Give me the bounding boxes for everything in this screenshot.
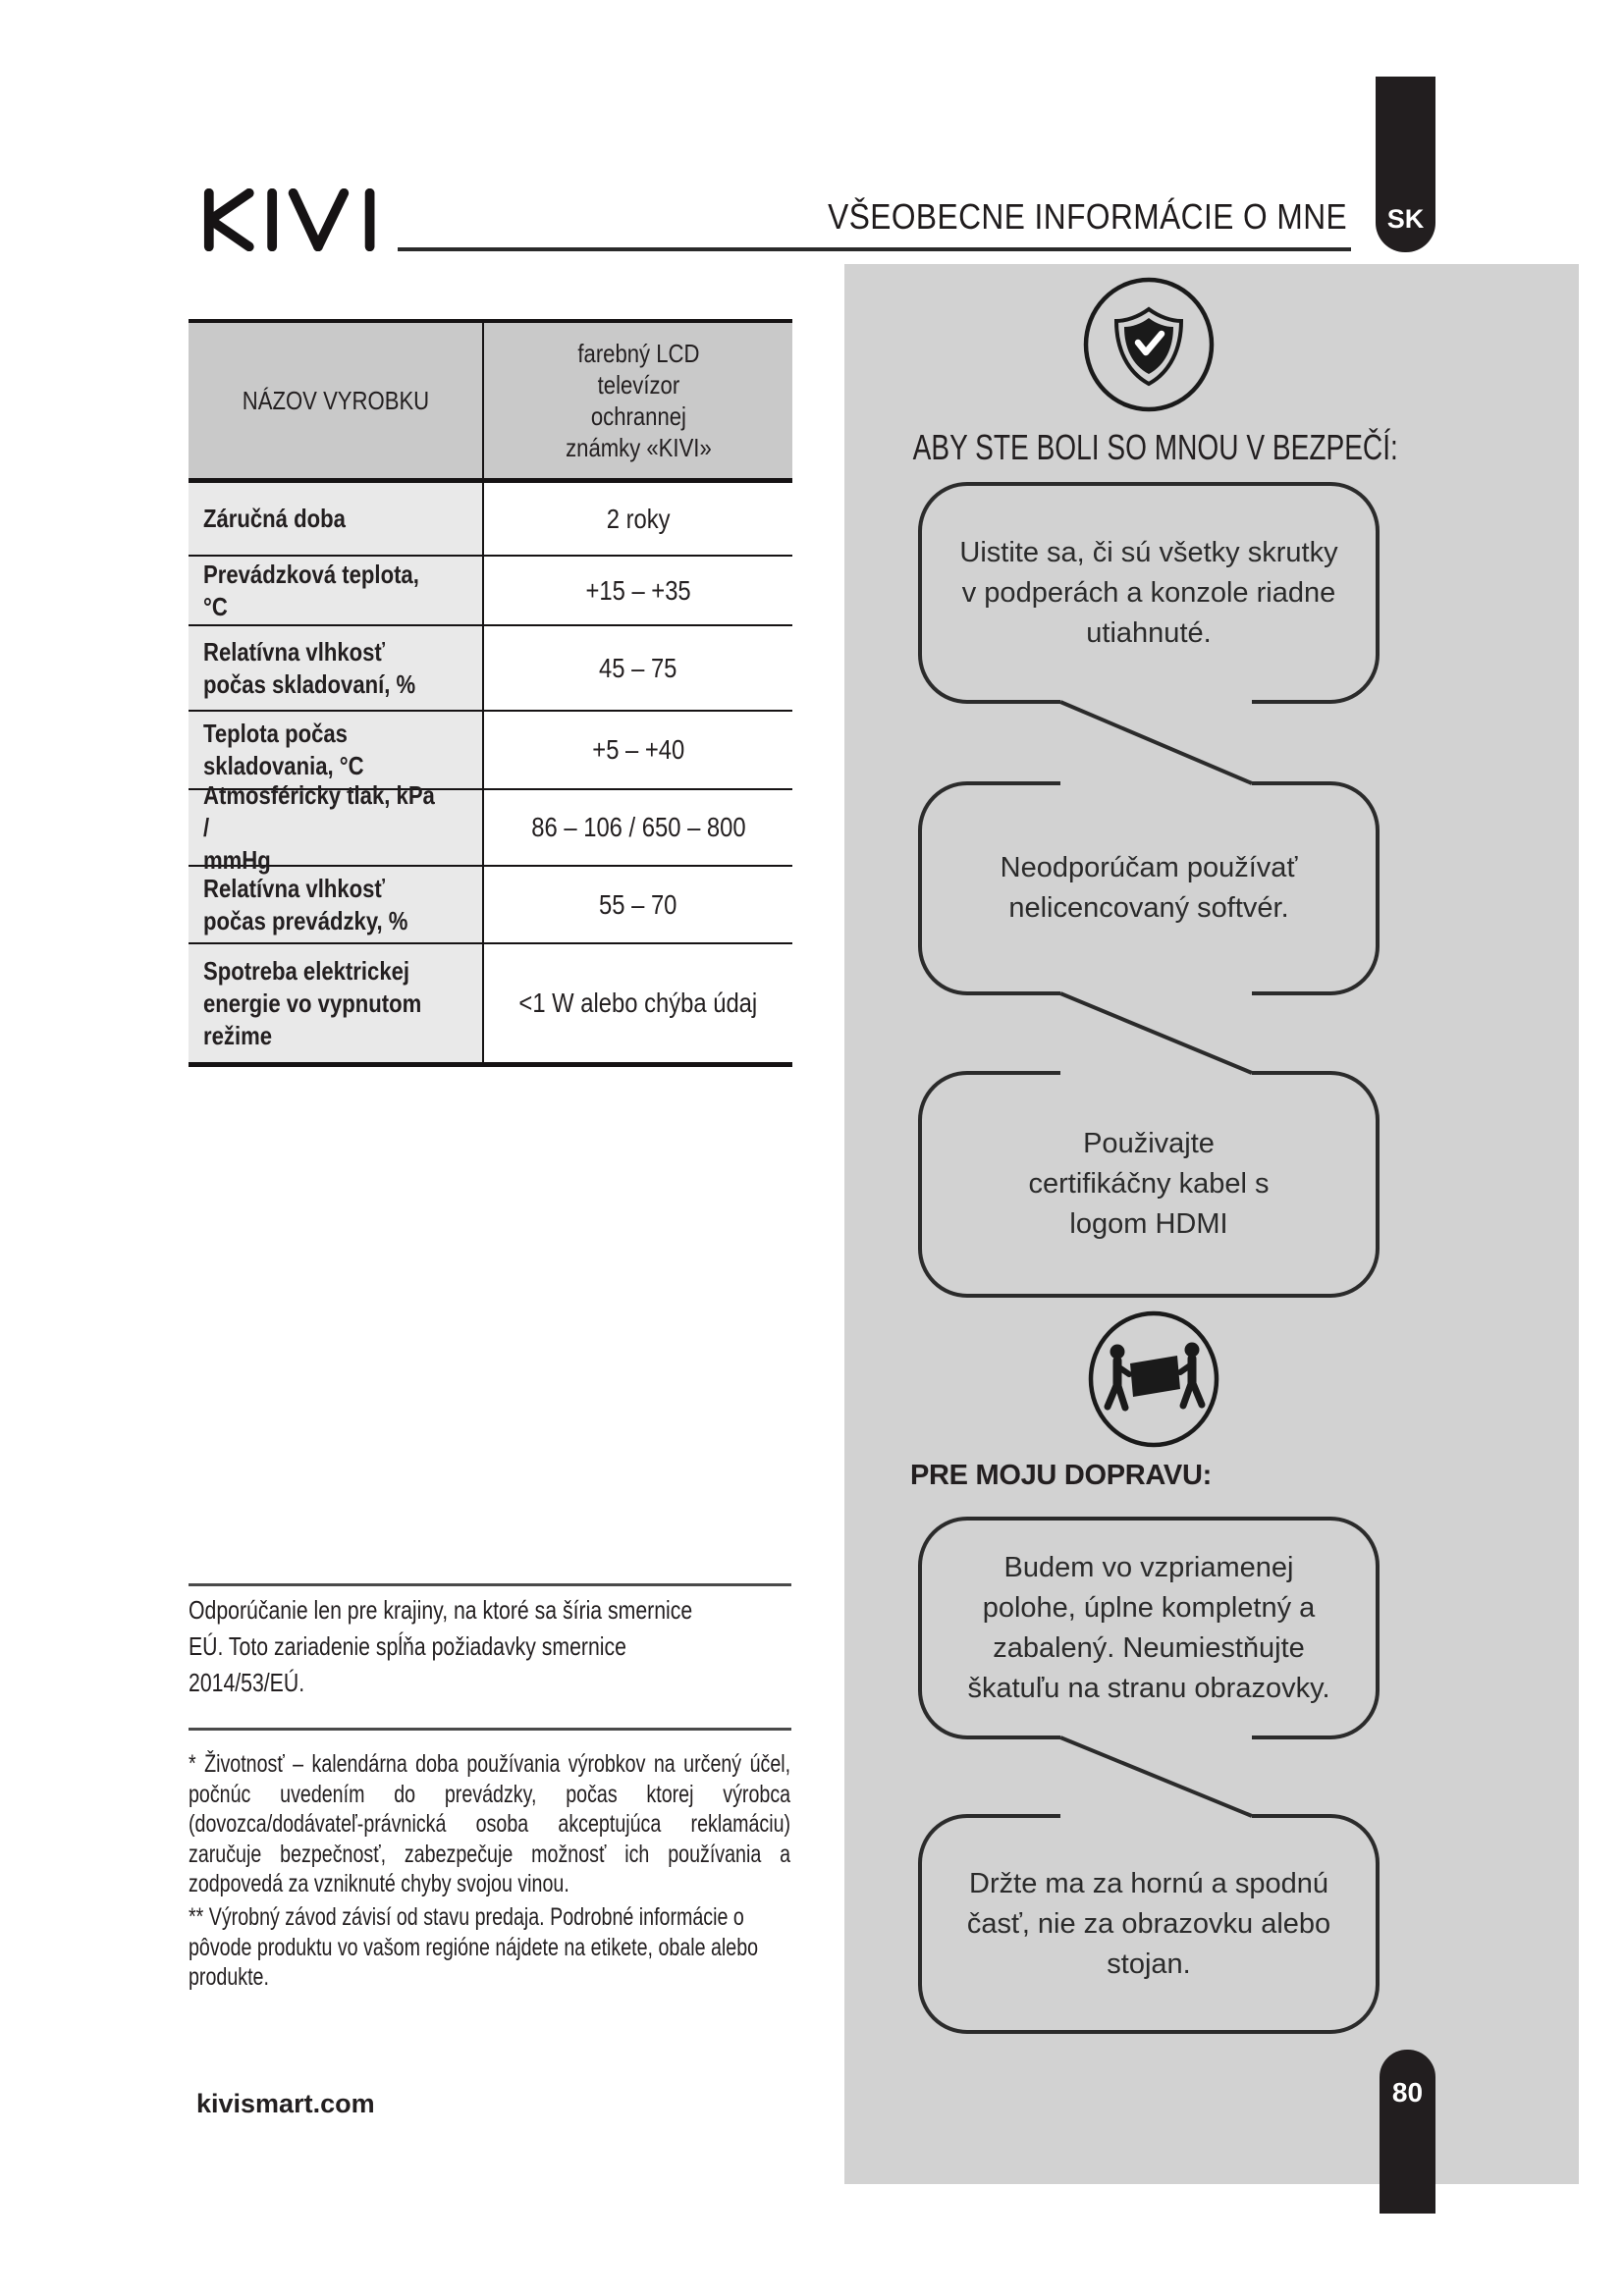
transport-heading: PRE MOJU DOPRAVU: bbox=[910, 1460, 1212, 1491]
page-title: VŠEOBECNE INFORMÁCIE O MNE bbox=[828, 196, 1347, 237]
kivi-logo bbox=[203, 188, 375, 251]
table-header-label: NÁZOV VYROBKU bbox=[189, 323, 484, 483]
safety-bubble-2: Neodporúčam používať nelicencovaný softv… bbox=[1000, 852, 1298, 924]
page-number-tab: 80 bbox=[1380, 2050, 1435, 2214]
table-row-label: Spotreba elektrickej energie vo vypnutom… bbox=[189, 944, 484, 1062]
footnote-lifetime: * Životnosť – kalendárna doba používania… bbox=[189, 1750, 791, 1897]
safety-bubble-3: Použivajte certifikáčny kabel s logom HD… bbox=[1028, 1128, 1270, 1240]
table-row-value: 2 roky bbox=[484, 483, 792, 557]
language-tab: SK bbox=[1376, 77, 1435, 252]
bubble-outline-3 bbox=[918, 1071, 1380, 1298]
page-number: 80 bbox=[1391, 2077, 1424, 2108]
speech-bubble-outlines bbox=[918, 482, 1380, 2034]
bubble-connector-3 bbox=[1059, 1735, 1253, 1818]
bubble-outline-4 bbox=[918, 1517, 1380, 1739]
table-row-value: +15 – +35 bbox=[484, 557, 792, 626]
shield-check-icon bbox=[1083, 277, 1215, 412]
eu-recommendation-text: Odporúčanie len pre krajiny, na ktoré sa… bbox=[189, 1595, 693, 1697]
bubble-outline-5 bbox=[918, 1814, 1380, 2034]
safety-bubble-1: Uistite sa, či sú všetky skrutky v podpe… bbox=[959, 536, 1338, 649]
table-row-label: Prevádzková teplota, °C bbox=[189, 557, 484, 626]
table-row-value: 55 – 70 bbox=[484, 867, 792, 944]
bubble-connector-1 bbox=[1059, 700, 1253, 785]
header-rule bbox=[398, 247, 1351, 251]
transport-bubble-1: Budem vo vzpriamenej polohe, úplne kompl… bbox=[967, 1551, 1330, 1704]
website-link: kivismart.com bbox=[196, 2089, 375, 2118]
table-row-label: Atmosféricky tlak, kPa / mmHg bbox=[189, 780, 484, 875]
spec-table: NÁZOV VYROBKU farebný LCD televízor ochr… bbox=[189, 319, 792, 1067]
table-row-label: Teplota počas skladovania, °C bbox=[189, 712, 484, 790]
table-row-label: Záručná doba bbox=[189, 483, 484, 557]
transport-bubble-2: Držte ma za hornú a spodnú časť, nie za … bbox=[966, 1867, 1331, 1980]
bubble-outline-1 bbox=[918, 482, 1380, 704]
table-row-value: +5 – +40 bbox=[484, 712, 792, 790]
carry-tv-icon bbox=[1088, 1310, 1219, 1448]
safety-panel: ABY STE BOLI SO MNOU V BEZPEČÍ: Uistit bbox=[844, 264, 1579, 2184]
table-header-value: farebný LCD televízor ochrannej známky «… bbox=[484, 323, 792, 483]
bubble-connector-2 bbox=[1059, 991, 1253, 1075]
bubble-outline-2 bbox=[918, 781, 1380, 995]
divider-rule-bottom bbox=[189, 1728, 791, 1731]
table-row-label: Relatívna vlhkosť počas prevádzky, % bbox=[189, 867, 484, 944]
divider-rule-top bbox=[189, 1583, 791, 1586]
table-row-value: <1 W alebo chýba údaj bbox=[484, 944, 792, 1062]
language-tab-label: SK bbox=[1386, 204, 1425, 234]
footnote-factory: ** Výrobný závod závisí od stavu predaja… bbox=[189, 1903, 759, 1991]
table-row-value: 86 – 106 / 650 – 800 bbox=[484, 790, 792, 867]
table-row-value: 45 – 75 bbox=[484, 626, 792, 712]
table-row-label: Relatívna vlhkosť počas skladovaní, % bbox=[189, 626, 484, 712]
safety-heading: ABY STE BOLI SO MNOU V BEZPEČÍ: bbox=[912, 427, 1398, 467]
